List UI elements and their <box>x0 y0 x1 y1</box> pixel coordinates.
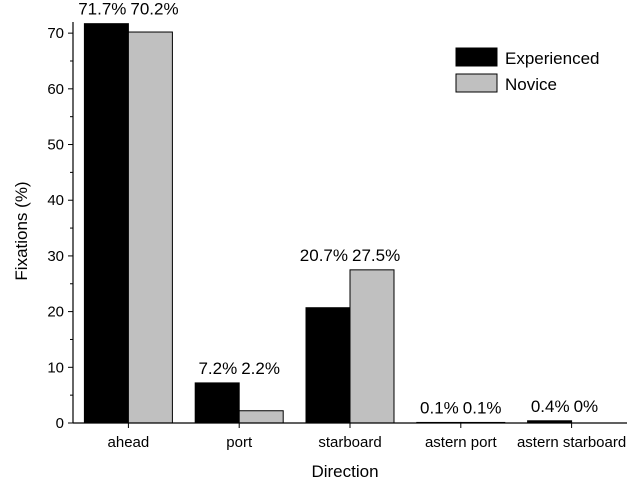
data-label: 20.7% <box>300 246 348 265</box>
data-label: 27.5% <box>352 246 400 265</box>
x-tick-label: astern port <box>425 434 498 451</box>
y-tick-label: 20 <box>47 304 64 321</box>
data-label: 2.2% <box>241 359 280 378</box>
y-tick-label: 0 <box>56 415 64 432</box>
y-tick-label: 60 <box>47 81 64 98</box>
data-label: 0.1% <box>420 398 459 417</box>
y-tick-label: 30 <box>47 248 64 265</box>
legend-swatch-novice <box>456 74 497 92</box>
y-tick-label: 10 <box>47 359 64 376</box>
bar-novice-starboard <box>350 270 394 423</box>
bar-experienced-port <box>195 383 239 423</box>
bar-novice-port <box>239 411 283 423</box>
y-axis-title: Fixations (%) <box>12 181 31 280</box>
legend-swatch-experienced <box>456 48 497 66</box>
x-tick-label: astern starboard <box>517 434 626 451</box>
legend-label-novice: Novice <box>505 75 557 94</box>
legend: Experienced Novice <box>456 48 600 94</box>
data-label: 71.7% <box>78 0 126 19</box>
data-label: 70.2% <box>130 0 178 19</box>
x-tick-label: starboard <box>318 434 381 451</box>
x-axis-ticks: ahead port starboard astern port astern star… <box>108 423 627 451</box>
bars <box>84 24 571 423</box>
data-label: 0% <box>574 397 599 416</box>
x-tick-label: port <box>226 434 253 451</box>
y-tick-label: 40 <box>47 192 64 209</box>
data-label: 0.1% <box>463 398 502 417</box>
bar-novice-ahead <box>128 32 172 423</box>
y-tick-label: 70 <box>47 25 64 42</box>
data-label: 7.2% <box>198 359 237 378</box>
y-tick-label: 50 <box>47 137 64 154</box>
bar-experienced-ahead <box>84 24 128 423</box>
data-label: 0.4% <box>531 397 570 416</box>
y-axis-ticks: 0 10 20 30 40 50 60 70 <box>47 25 73 432</box>
x-tick-label: ahead <box>108 434 150 451</box>
bar-experienced-starboard <box>306 308 350 423</box>
legend-label-experienced: Experienced <box>505 49 600 68</box>
x-axis-title: Direction <box>311 462 378 481</box>
